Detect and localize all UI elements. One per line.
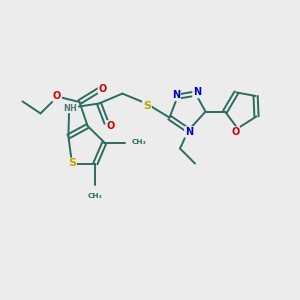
Text: N: N [185, 127, 193, 137]
Text: O: O [107, 121, 115, 131]
Text: CH₃: CH₃ [88, 193, 103, 199]
Text: S: S [68, 158, 76, 169]
Text: O: O [231, 127, 239, 137]
Text: S: S [143, 101, 151, 111]
Text: O: O [98, 83, 107, 94]
Text: N: N [193, 87, 201, 98]
Text: NH: NH [64, 103, 77, 112]
Text: CH₃: CH₃ [132, 140, 147, 146]
Text: O: O [53, 91, 61, 101]
Text: N: N [172, 90, 180, 100]
